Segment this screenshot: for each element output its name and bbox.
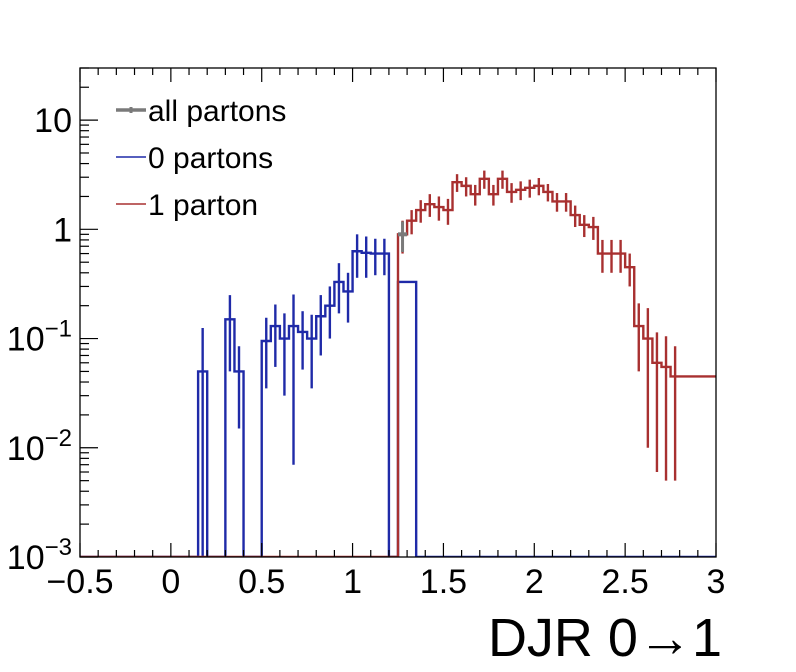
plot-frame — [79, 67, 717, 558]
y-tick-label: 1 — [53, 211, 72, 249]
plot-frame-rect — [79, 67, 717, 558]
series-all-partons — [398, 221, 408, 253]
legend-label: 1 parton — [148, 189, 258, 222]
y-tick-label: 10−1 — [7, 316, 72, 359]
x-axis: −0.5 0 0.5 1 1.5 2 2.5 3 — [46, 68, 725, 601]
x-tick-label: 0 — [161, 563, 180, 601]
x-tick-label: −0.5 — [46, 563, 113, 601]
x-tick-label: 1.5 — [420, 563, 467, 601]
x-tick-label: 1 — [343, 563, 362, 601]
x-tick-label: 2 — [525, 563, 544, 601]
x-tick-label: 0.5 — [238, 563, 285, 601]
series-line-0-partons — [80, 250, 716, 557]
legend-item-1-parton: 1 parton — [116, 189, 258, 222]
legend-label: 0 partons — [148, 142, 273, 175]
x-tick-label: 3 — [707, 563, 726, 601]
x-axis-label: DJR 0→1 — [488, 608, 722, 668]
y-axis: 10 1 10−1 10−2 10−3 — [7, 67, 98, 577]
y-tick-label: 10−3 — [7, 534, 72, 577]
series-0-partons — [80, 234, 716, 557]
legend-item-all-partons: all partons — [116, 95, 286, 128]
series-layer — [80, 170, 716, 557]
series-1-parton — [80, 170, 716, 557]
legend-item-0-partons: 0 partons — [116, 142, 273, 175]
legend: all partons 0 partons 1 parton — [116, 95, 286, 222]
y-tick-label: 10 — [34, 102, 72, 140]
y-tick-label: 10−2 — [7, 425, 72, 468]
x-tick-label: 2.5 — [602, 563, 649, 601]
legend-label: all partons — [148, 95, 286, 128]
